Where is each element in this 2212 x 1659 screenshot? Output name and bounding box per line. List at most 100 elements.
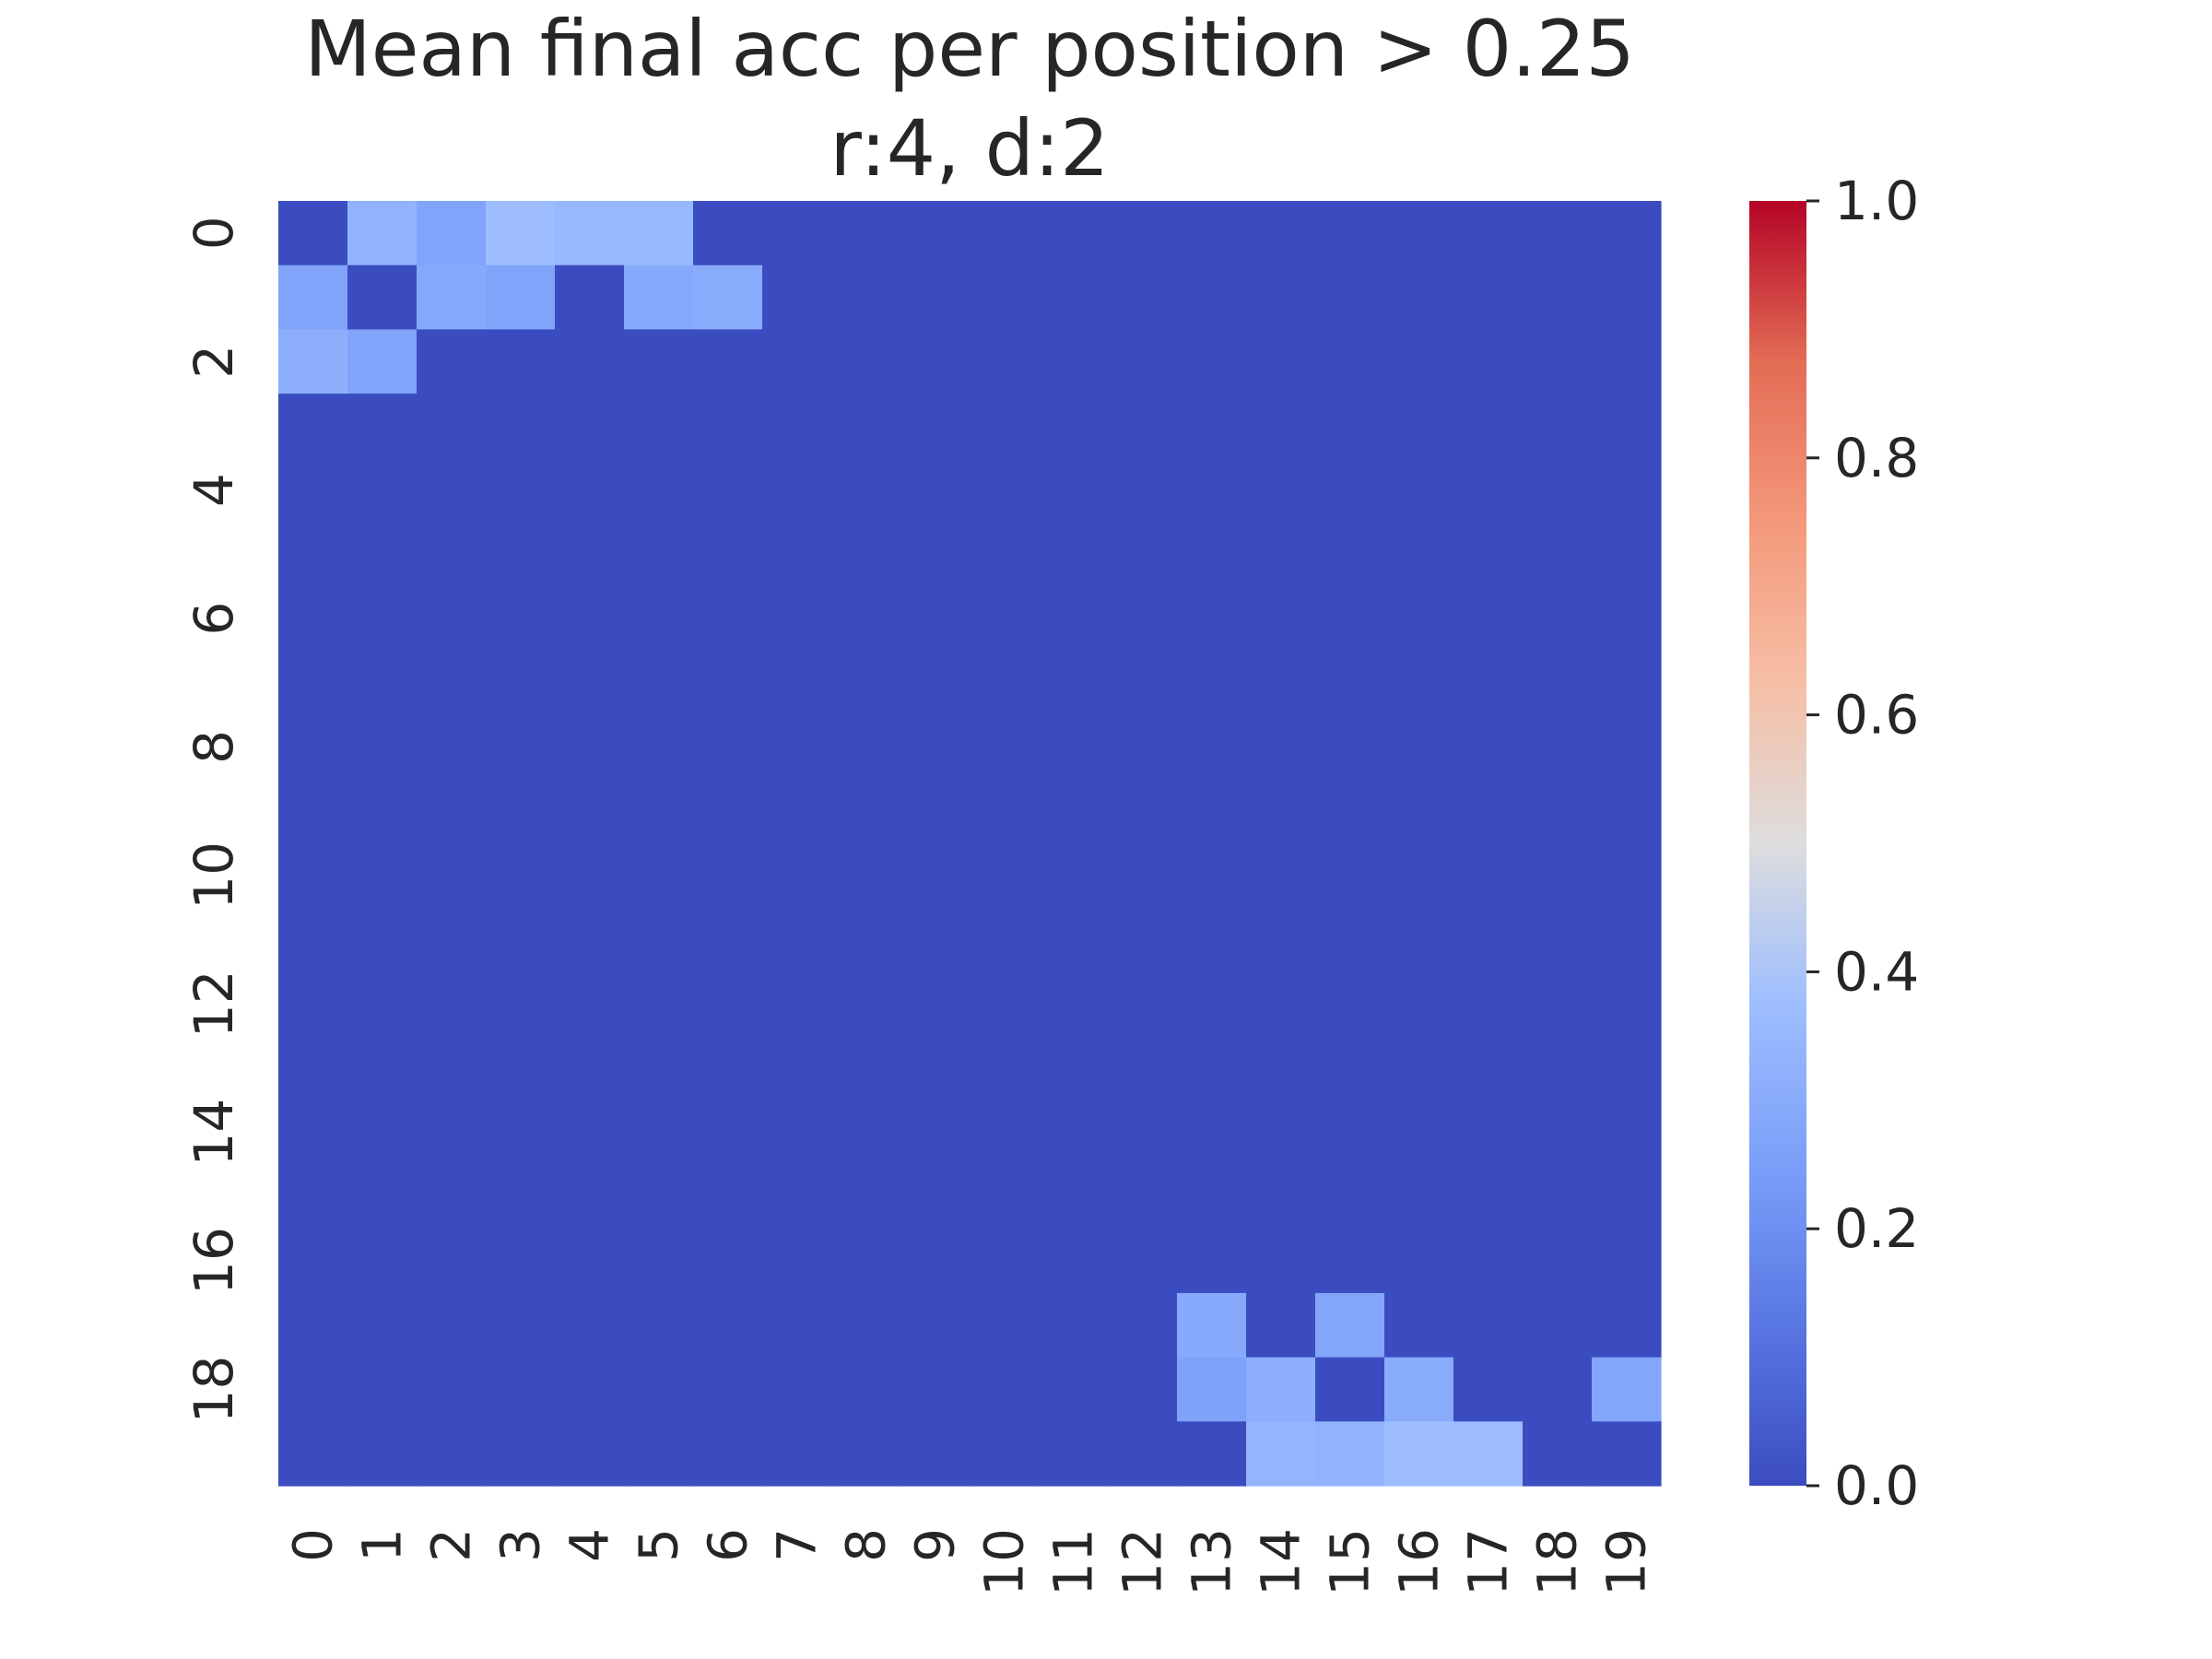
heatmap-cell	[831, 1164, 901, 1230]
heatmap-cell	[1315, 394, 1385, 459]
heatmap-cell	[831, 1357, 901, 1422]
heatmap-cell	[1039, 1292, 1109, 1359]
heatmap-cell	[1592, 1036, 1662, 1101]
heatmap-cell	[1384, 1100, 1454, 1166]
heatmap-cell	[1177, 843, 1247, 909]
heatmap-cell	[347, 329, 418, 394]
y-tick-label: 4	[182, 473, 245, 507]
heatmap-cell	[900, 394, 971, 459]
heatmap-cell	[1315, 1164, 1385, 1230]
heatmap-cell	[347, 650, 418, 716]
heatmap-cell	[1039, 201, 1109, 266]
heatmap-cell	[555, 650, 625, 716]
heatmap-cell	[1039, 457, 1109, 524]
heatmap-cell	[555, 394, 625, 459]
heatmap-cell	[1039, 1164, 1109, 1230]
heatmap-cell	[1315, 329, 1385, 394]
heatmap-cell	[486, 1421, 556, 1487]
heatmap-cell	[1177, 1036, 1247, 1101]
heatmap-cell	[831, 1229, 901, 1294]
heatmap-cell	[1453, 329, 1524, 394]
heatmap-cell	[1108, 971, 1178, 1037]
heatmap-cell	[417, 394, 487, 459]
heatmap-cell	[1108, 907, 1178, 972]
heatmap-cell	[1592, 586, 1662, 652]
heatmap-cell	[1039, 1421, 1109, 1487]
heatmap-cell	[1246, 971, 1316, 1037]
heatmap-cell	[347, 586, 418, 652]
heatmap-cell	[1315, 522, 1385, 587]
heatmap-cell	[555, 1100, 625, 1166]
heatmap-cell	[1108, 394, 1178, 459]
heatmap-cell	[900, 1357, 971, 1422]
heatmap-cell	[1108, 522, 1178, 587]
heatmap-cell	[1039, 329, 1109, 394]
heatmap-cell	[831, 329, 901, 394]
heatmap-cell	[1039, 1229, 1109, 1294]
heatmap-cell	[831, 971, 901, 1037]
heatmap-cell	[417, 1421, 487, 1487]
heatmap-cell	[347, 265, 418, 330]
heatmap-cell	[1384, 650, 1454, 716]
heatmap-cell	[762, 265, 832, 330]
heatmap-cell	[1177, 1357, 1247, 1422]
heatmap-cell	[1246, 1164, 1316, 1230]
heatmap-cell	[693, 201, 763, 266]
heatmap-cell	[693, 1100, 763, 1166]
heatmap-cell	[831, 522, 901, 587]
heatmap-cell	[486, 650, 556, 716]
heatmap-cell	[624, 586, 694, 652]
heatmap-cell	[1108, 779, 1178, 844]
heatmap-cell	[1453, 1292, 1524, 1359]
heatmap-cell	[555, 329, 625, 394]
heatmap-cell	[347, 779, 418, 844]
heatmap-cell	[1246, 714, 1316, 780]
heatmap-cell	[624, 1292, 694, 1359]
heatmap-cell	[1523, 1421, 1593, 1487]
heatmap-cell	[555, 586, 625, 652]
heatmap-cell	[486, 907, 556, 972]
heatmap-cell	[347, 714, 418, 780]
heatmap-cell	[278, 714, 348, 780]
heatmap-cell	[1592, 1100, 1662, 1166]
heatmap-cell	[970, 1164, 1040, 1230]
heatmap-cell	[1108, 457, 1178, 524]
heatmap-cell	[762, 457, 832, 524]
heatmap-cell	[1453, 779, 1524, 844]
heatmap-cell	[970, 650, 1040, 716]
heatmap-cell	[693, 586, 763, 652]
heatmap-cell	[347, 394, 418, 459]
heatmap-cell	[1453, 1421, 1524, 1487]
heatmap-cell	[278, 1100, 348, 1166]
heatmap-cell	[1039, 714, 1109, 780]
heatmap-cell	[1453, 1100, 1524, 1166]
heatmap-cell	[762, 1229, 832, 1294]
heatmap-cell	[900, 1036, 971, 1101]
heatmap-cell	[1039, 265, 1109, 330]
y-tick-label: 18	[182, 1356, 245, 1424]
heatmap-cells	[278, 201, 1662, 1487]
heatmap-cell	[1592, 201, 1662, 266]
heatmap-cell	[1315, 1229, 1385, 1294]
heatmap-cell	[1108, 1421, 1178, 1487]
heatmap-cell	[693, 650, 763, 716]
heatmap-cell	[624, 394, 694, 459]
x-tick-label: 18	[1526, 1528, 1589, 1596]
heatmap-cell	[417, 329, 487, 394]
heatmap-cell	[1177, 265, 1247, 330]
heatmap-cell	[278, 1357, 348, 1422]
heatmap-cell	[831, 586, 901, 652]
heatmap-cell	[762, 1100, 832, 1166]
heatmap-cell	[970, 1100, 1040, 1166]
heatmap-cell	[347, 457, 418, 524]
heatmap-cell	[486, 1100, 556, 1166]
heatmap-cell	[1592, 907, 1662, 972]
heatmap-cell	[1315, 650, 1385, 716]
heatmap-cell	[278, 394, 348, 459]
heatmap-cell	[1039, 394, 1109, 459]
y-tick-label: 14	[182, 1099, 245, 1167]
heatmap-cell	[347, 201, 418, 266]
heatmap-cell	[970, 1421, 1040, 1487]
heatmap-cell	[1315, 714, 1385, 780]
